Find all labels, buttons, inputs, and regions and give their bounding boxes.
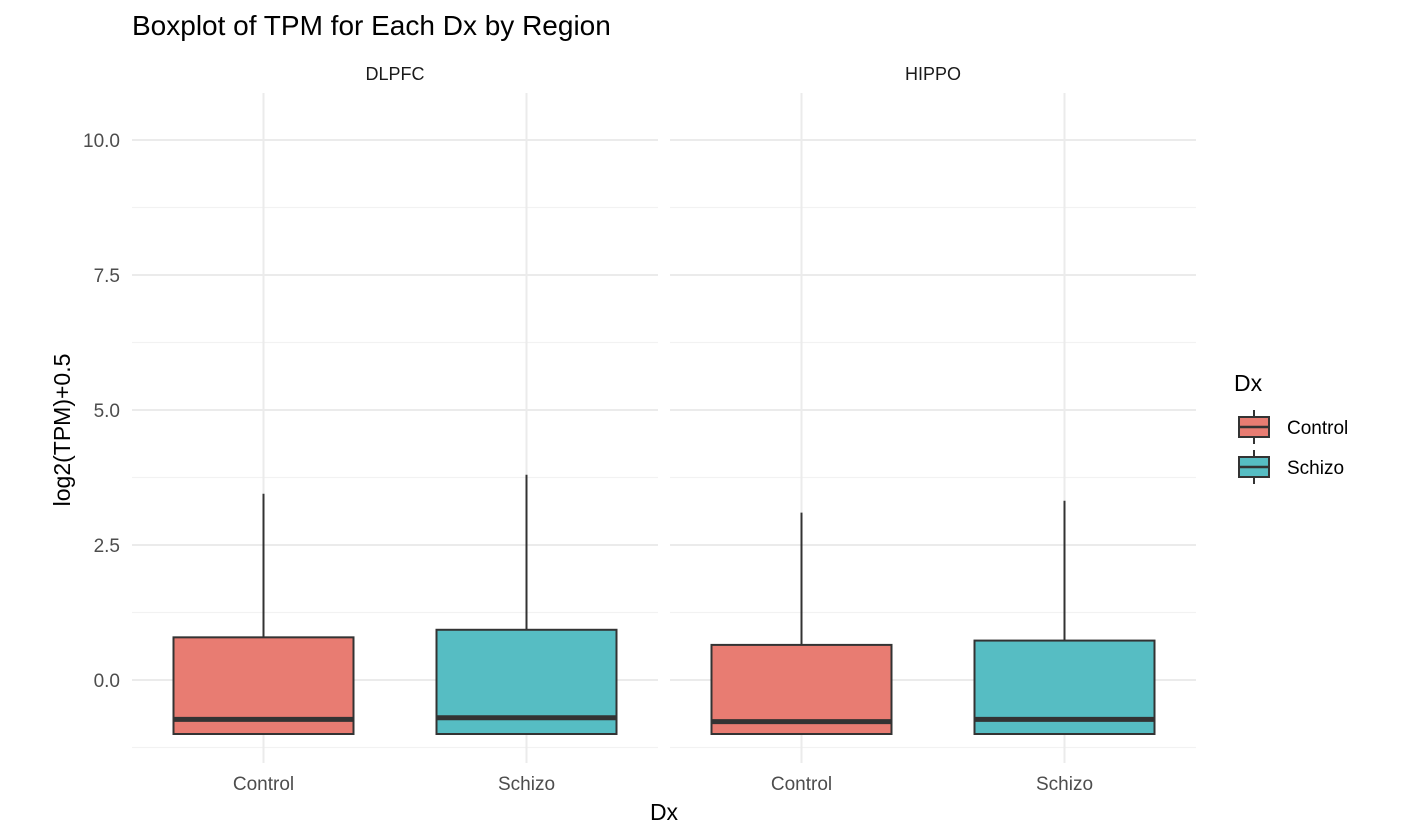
x-axis-title: Dx <box>650 799 679 825</box>
y-axis-title: log2(TPM)+0.5 <box>49 354 75 507</box>
y-tick-label: 7.5 <box>94 266 120 287</box>
chart-title: Boxplot of TPM for Each Dx by Region <box>132 10 611 41</box>
box-control <box>172 493 355 736</box>
facet-panel-hippo: HIPPO Control Schizo <box>670 64 1196 795</box>
y-tick-label: 5.0 <box>94 401 120 422</box>
facet-panels: DLPFC Control Schizo HIPPO Control Schizo <box>132 64 1196 795</box>
legend-title: Dx <box>1234 370 1263 396</box>
legend-label: Schizo <box>1287 458 1344 479</box>
box-control <box>710 512 893 736</box>
box-schizo <box>973 500 1156 736</box>
legend-label: Control <box>1287 418 1348 439</box>
x-tick-label: Control <box>771 774 832 795</box>
y-tick-label: 2.5 <box>94 536 120 557</box>
box-schizo <box>435 474 618 736</box>
legend: Dx Control Schizo <box>1234 370 1348 484</box>
y-tick-label: 10.0 <box>83 131 120 152</box>
x-tick-label: Schizo <box>1036 774 1093 795</box>
legend-key-schizo: Schizo <box>1238 450 1344 484</box>
facet-panel-dlpfc: DLPFC Control Schizo <box>132 64 658 795</box>
legend-keys: Control Schizo <box>1238 410 1348 484</box>
x-tick-label: Schizo <box>498 774 555 795</box>
y-tick-label: 0.0 <box>94 671 120 692</box>
x-tick-label: Control <box>233 774 294 795</box>
facet-strip-label: DLPFC <box>365 64 424 84</box>
y-axis-ticks: 0.0 2.5 5.0 7.5 10.0 <box>83 131 120 692</box>
facet-strip-label: HIPPO <box>905 64 961 84</box>
legend-key-control: Control <box>1238 410 1348 444</box>
